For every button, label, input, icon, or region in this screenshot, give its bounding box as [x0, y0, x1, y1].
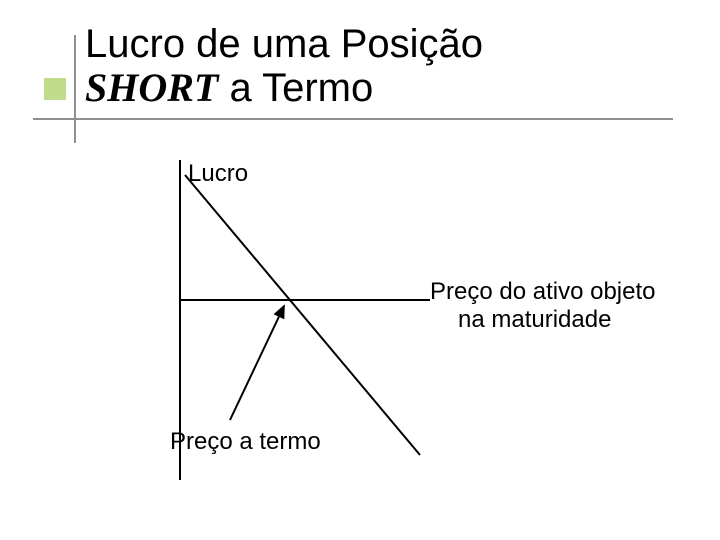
forward-price-arrow: [230, 306, 284, 420]
payoff-line: [185, 175, 420, 455]
title-underline: [33, 118, 673, 120]
slide-title-rest: a Termo: [218, 66, 373, 110]
title-vertical-rule: [74, 35, 76, 143]
slide-title-italic: SHORT: [85, 65, 218, 110]
slide-title: Lucro de uma Posição SHORT a Termo: [85, 22, 483, 110]
slide-title-line2: SHORT a Termo: [85, 66, 483, 110]
slide-title-line1: Lucro de uma Posição: [85, 22, 483, 66]
payoff-diagram: [160, 150, 600, 490]
title-bullet: [44, 78, 66, 100]
